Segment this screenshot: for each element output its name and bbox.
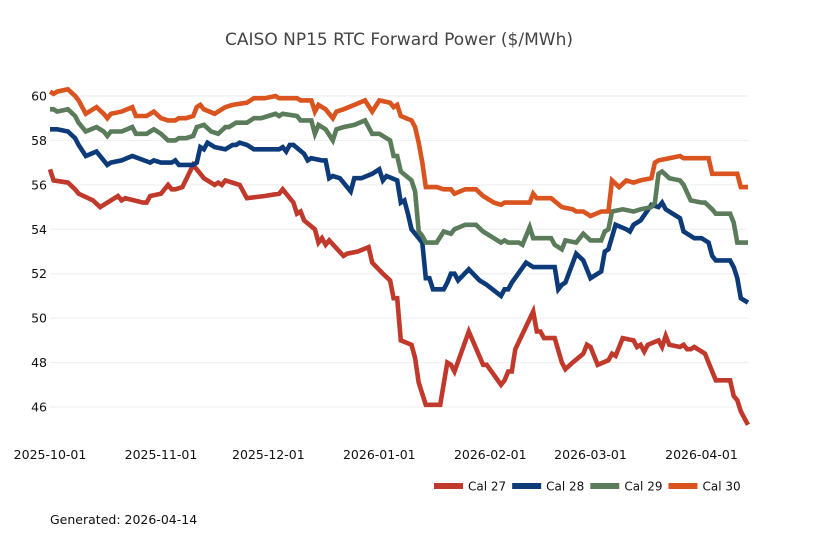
series-line-cal-29 [50,106,748,253]
chart-title: CAISO NP15 RTC Forward Power ($/MWh) [225,30,573,50]
y-tick-label: 54 [31,222,47,237]
series-lines [47,86,751,426]
y-tick-label: 60 [31,89,47,104]
y-axis-ticks: 46 48 50 52 54 56 58 60 [31,89,47,415]
x-tick-label: 2026-02-01 [454,447,527,462]
generated-date: Generated: 2026-04-14 [50,512,198,527]
legend-label: Cal 30 [702,480,740,494]
series-line-cal-30 [48,86,748,219]
legend-label: Cal 28 [546,480,584,494]
legend-swatch [434,483,463,489]
legend-label: Cal 27 [468,480,506,494]
x-tick-label: 2025-12-01 [232,447,305,462]
legend-label: Cal 29 [624,480,662,494]
y-tick-label: 58 [31,133,47,148]
x-tick-label: 2025-10-01 [14,447,87,462]
y-tick-label: 46 [31,400,47,415]
legend-swatch [512,483,542,489]
legend-swatch [590,483,620,489]
y-tick-label: 56 [31,177,47,192]
y-tick-label: 48 [31,355,47,370]
legend-item: Cal 29 [590,480,662,494]
y-tick-label: 50 [31,311,47,326]
x-axis-ticks: 2025-10-01 2025-11-01 2025-12-01 2026-01-01… [14,447,738,462]
legend: Cal 27 Cal 28 Cal 29 Cal 30 [434,480,741,494]
series-line-cal-27 [47,160,751,426]
legend-item: Cal 30 [668,480,741,494]
x-tick-label: 2026-04-01 [665,447,738,462]
x-tick-label: 2026-03-01 [554,447,627,462]
y-tick-label: 52 [31,266,47,281]
series-line-cal-28 [50,127,750,305]
gridlines [50,95,748,408]
legend-item: Cal 28 [512,480,584,494]
x-tick-label: 2025-11-01 [125,447,198,462]
x-tick-label: 2026-01-01 [343,447,416,462]
legend-item: Cal 27 [434,480,506,494]
legend-swatch [668,483,698,489]
